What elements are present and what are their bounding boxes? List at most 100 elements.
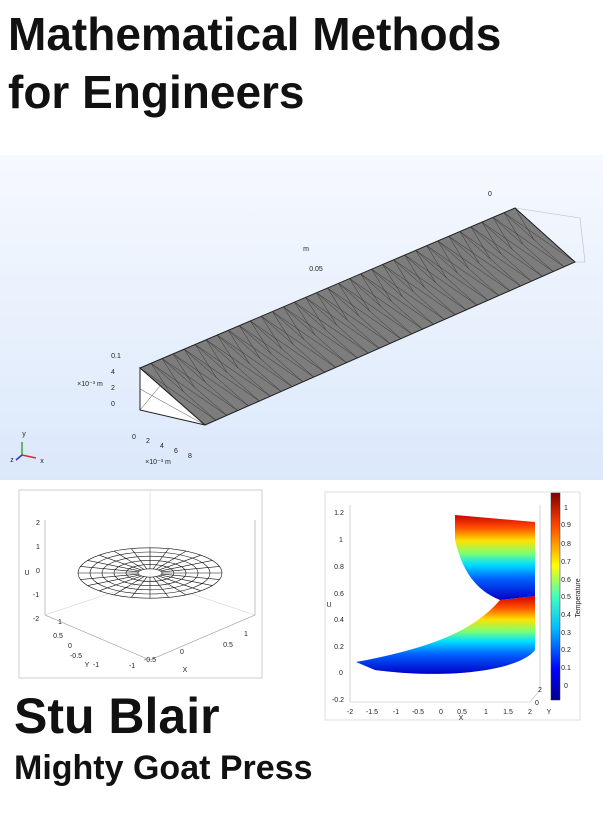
figure-label: 4 (111, 369, 115, 376)
mesh-lines (139, 207, 576, 426)
figure-label: -1.5 (366, 709, 378, 716)
figure-label: 0.4 (334, 617, 344, 624)
figure-label: 0 (111, 401, 115, 408)
mesh-spoke (80, 573, 139, 580)
mesh-edge (316, 292, 391, 344)
mesh-edge (360, 273, 434, 325)
mesh-edge (481, 222, 502, 255)
colorbar (550, 492, 561, 701)
mesh-edge (272, 311, 294, 345)
mesh-edge (426, 245, 447, 278)
figure-label: X (459, 715, 464, 722)
figure-label: 2 (146, 438, 150, 445)
mesh-edge (393, 259, 467, 311)
figure-label: m (303, 246, 309, 253)
surface-high (455, 515, 535, 600)
mesh-edge (448, 236, 469, 269)
figure-label: -0.2 (332, 697, 344, 704)
figure-label: 0.5 (561, 594, 571, 601)
figure-label: 0.7 (561, 559, 571, 566)
publisher: Mighty Goat Press (14, 749, 313, 787)
mesh-spoke (158, 575, 202, 592)
figure-label: -0.5 (70, 653, 82, 660)
mesh-edge (184, 349, 260, 402)
figure-label: 0.2 (334, 644, 344, 651)
mesh-edge (371, 269, 434, 325)
mesh-figure: 0 m 0.05 0.1 ×10⁻³ m 4 2 0 0 2 4 6 8 ×10⁻³ m y z x (0, 155, 603, 480)
mesh-edge (272, 311, 347, 363)
figure-label: 1 (564, 505, 568, 512)
mesh-edge (415, 250, 436, 283)
mesh-edge (503, 212, 576, 263)
figure-label: ×10⁻³ m (77, 381, 103, 388)
figure-label: 2 (111, 385, 115, 392)
figure-label: Y (547, 709, 552, 716)
mesh-spoke (131, 548, 148, 570)
mesh-edge (448, 236, 521, 287)
mesh-edge (349, 278, 423, 330)
figure-label: 0.8 (561, 541, 571, 548)
mesh-edge (139, 367, 216, 421)
figure-label: 0 (535, 700, 539, 707)
figure-label: 0 (132, 434, 136, 441)
mesh-spoke (98, 554, 142, 571)
mesh-edge (514, 207, 576, 263)
triad-x (21, 454, 37, 459)
mesh-edge (404, 254, 478, 306)
mesh-edge (139, 388, 206, 426)
figure-label: -1 (129, 663, 135, 670)
triad-z (15, 454, 23, 461)
figure-label: 2 (538, 687, 542, 694)
figure-label: 1.5 (503, 709, 513, 716)
figure-label: 1 (339, 537, 343, 544)
mesh-spoke (155, 550, 187, 570)
figure-label: 0.4 (561, 612, 571, 619)
figure-label: -1 (93, 662, 99, 669)
mesh-edge (261, 316, 283, 350)
mesh-edge (239, 325, 261, 359)
axis-box (44, 520, 256, 661)
mesh-spoke (113, 576, 145, 596)
figure-label: 0 (488, 191, 492, 198)
mesh-edge (481, 221, 554, 272)
figure-label: -2 (33, 616, 39, 623)
mesh-edge (514, 207, 535, 240)
title-line: for Engineers (8, 66, 305, 118)
mesh-edge (283, 306, 358, 359)
figure-label: 4 (160, 443, 164, 450)
author: Stu Blair (14, 688, 220, 744)
surface-low (356, 596, 535, 674)
mesh-edge (338, 283, 359, 316)
figure-label: y (22, 431, 26, 438)
mesh-edge (250, 320, 272, 354)
figure-label: 0 (180, 649, 184, 656)
mesh-edge (459, 231, 480, 264)
figure-label: Y (85, 662, 90, 669)
mesh-edge (470, 226, 543, 277)
mesh-edge (371, 269, 445, 320)
figure-label: -1 (393, 709, 399, 716)
mesh-edge (261, 316, 336, 368)
figure-label: 2 (528, 709, 532, 716)
mesh-edge (492, 217, 513, 250)
figure-label: 0.1 (561, 665, 571, 672)
figure-label: 1 (244, 631, 248, 638)
figure-label: 0.8 (334, 564, 344, 571)
figure-label: U (24, 570, 29, 577)
mesh-edge (426, 245, 499, 296)
mesh-spoke (87, 574, 140, 586)
mesh-spoke (131, 576, 148, 598)
mesh-edge (437, 240, 510, 291)
figure-frame (324, 491, 581, 721)
mesh-spoke (155, 576, 187, 596)
mesh-edge (327, 287, 348, 321)
mesh-edge (327, 287, 401, 339)
mesh-edge (228, 330, 250, 364)
mesh-edge (349, 278, 370, 312)
figure-label: 0.6 (561, 577, 571, 584)
mesh-edge (338, 283, 412, 335)
mesh-spoke (113, 550, 145, 570)
mesh-edge (206, 339, 228, 373)
figure-label: 0.6 (334, 591, 344, 598)
